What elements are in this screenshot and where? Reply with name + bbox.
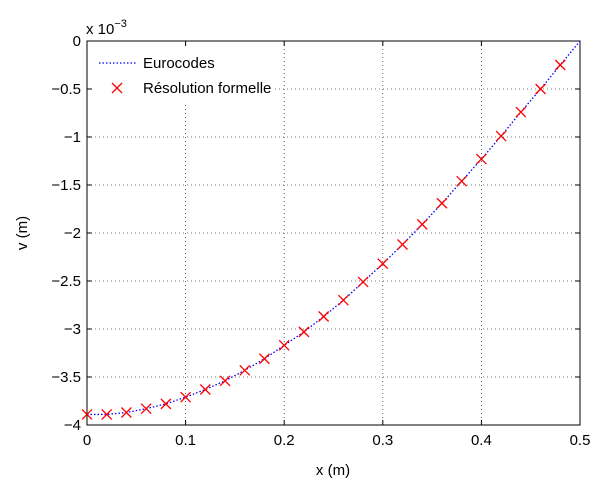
marker	[180, 391, 192, 403]
y-tick-label: −1	[64, 129, 81, 146]
marker	[357, 276, 369, 288]
marker	[120, 407, 132, 418]
x-tick-label: 0.1	[175, 432, 196, 449]
y-multiplier-exponent: −3	[114, 18, 127, 30]
marker	[495, 130, 507, 142]
marker	[416, 218, 428, 230]
x-tick-label: 0.4	[471, 432, 492, 449]
x-tick-label: 0	[83, 432, 91, 449]
axes-box	[86, 40, 581, 426]
line	[87, 40, 581, 416]
x-tick-label: 0.2	[274, 432, 295, 449]
marker	[397, 239, 408, 250]
marker	[199, 384, 211, 395]
legend-marker	[111, 82, 123, 94]
y-tick-label: −0.5	[51, 81, 81, 98]
marker	[377, 258, 389, 270]
marker	[475, 153, 487, 165]
marker	[318, 311, 330, 322]
marker	[554, 59, 566, 71]
y-tick-label: −1.5	[51, 177, 81, 194]
legend-box	[93, 47, 273, 105]
marker	[456, 175, 468, 187]
y-multiplier: x 10−3	[86, 18, 127, 38]
marker	[219, 375, 231, 387]
y-tick-label: −3	[64, 321, 81, 338]
y-axis-label: v (m)	[14, 216, 31, 250]
marker	[298, 326, 310, 338]
y-tick-label: 0	[73, 33, 81, 50]
marker	[101, 408, 113, 420]
marker	[140, 403, 152, 415]
y-tick-label: −2.5	[51, 273, 81, 290]
marker	[81, 408, 93, 420]
y-tick-label: −4	[64, 417, 81, 434]
marker	[436, 197, 448, 209]
marker	[239, 364, 251, 376]
x-axis-label: x (m)	[316, 462, 350, 479]
marker	[259, 353, 270, 365]
marker	[160, 398, 172, 410]
x-tick-label: 0.5	[570, 432, 591, 449]
marker	[278, 339, 290, 351]
marker	[515, 106, 527, 118]
x-tick-label: 0.3	[372, 432, 393, 449]
legend-label: Eurocodes	[143, 55, 215, 72]
y-tick-label: −3.5	[51, 369, 81, 386]
y-tick-label: −2	[64, 225, 81, 242]
legend-label: Résolution formelle	[143, 80, 271, 97]
marker	[337, 294, 349, 306]
y-multiplier-base: x 10	[86, 21, 114, 38]
marker	[535, 83, 547, 95]
